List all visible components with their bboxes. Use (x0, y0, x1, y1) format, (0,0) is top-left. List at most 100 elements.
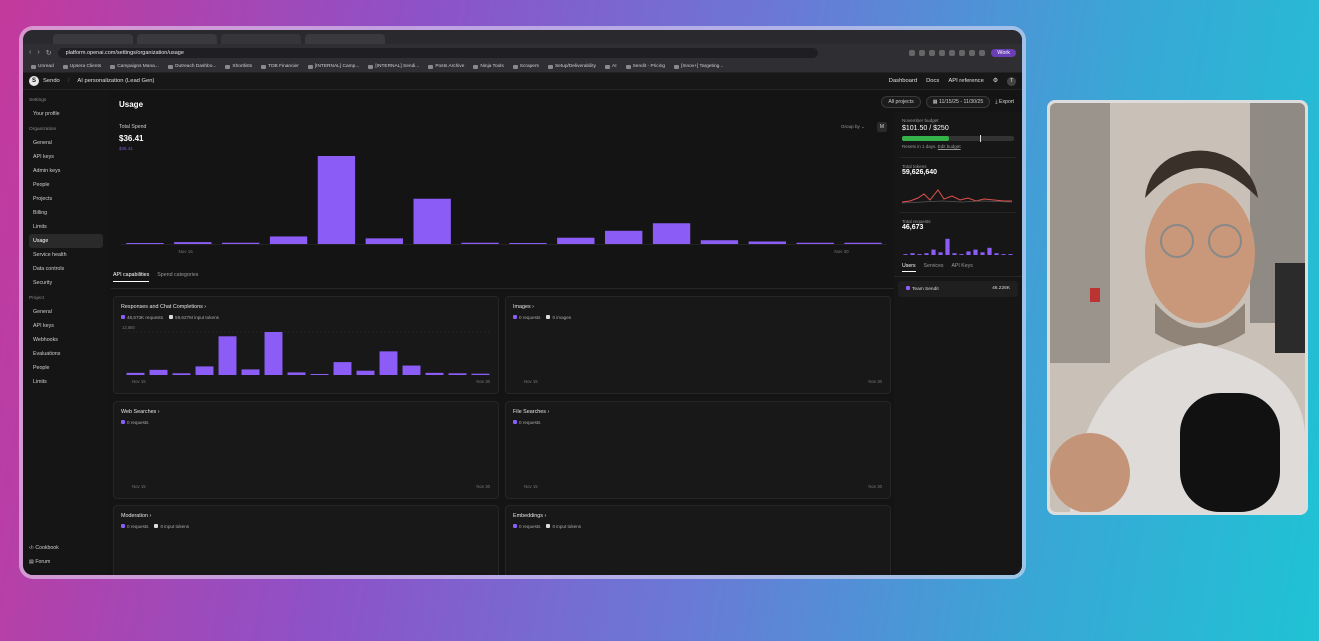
bookmark-item[interactable]: Unread (31, 64, 54, 69)
bookmark-item[interactable]: Setup/Deliverability (547, 64, 596, 69)
sidebar-item-general[interactable]: General (33, 140, 52, 146)
bookmark-item[interactable]: TDB Financier (261, 64, 299, 69)
group-by-toggle[interactable]: M (877, 122, 887, 132)
legend-label: 59,627M input tokens (175, 315, 219, 320)
capability-title-link[interactable]: Moderation › (121, 513, 151, 519)
extension-icon[interactable] (959, 49, 966, 56)
org-switcher[interactable]: Sendo (43, 78, 60, 84)
spend-bar (222, 242, 260, 244)
capability-card: Moderation › 0 requests 0 input tokens (113, 505, 499, 575)
extension-icon[interactable] (909, 49, 916, 56)
browser-tab[interactable] (137, 34, 217, 44)
sidebar-item-project-people[interactable]: People (33, 365, 50, 371)
sidebar-item-admin-keys[interactable]: Admin keys (33, 168, 61, 174)
bookmark-item[interactable]: Shortlists (225, 64, 252, 69)
sidebar-item-billing[interactable]: Billing (33, 210, 48, 216)
capability-title-link[interactable]: Responses and Chat Completions › (121, 304, 206, 310)
bookmark-item[interactable]: AI (605, 64, 617, 69)
bookmark-item[interactable]: Outreach Dashbo... (167, 64, 216, 69)
capability-chart (124, 331, 492, 375)
legend-label: 0 requests (127, 524, 149, 529)
bookmark-item[interactable]: [INTERNAL] Camp... (307, 64, 359, 69)
api-reference-link[interactable]: API reference (948, 78, 984, 84)
sidebar-item-limits[interactable]: Limits (33, 224, 47, 230)
chevron-right-icon: › (545, 409, 550, 415)
tab-services[interactable]: Services (923, 263, 944, 269)
all-projects-button[interactable]: All projects (881, 96, 921, 108)
bookmark-item[interactable]: [INTERNAL] Sendi... (368, 64, 419, 69)
tab-users[interactable]: Users (902, 263, 916, 272)
edit-budget-link[interactable]: Edit budget (937, 144, 961, 149)
extension-icon[interactable] (919, 49, 926, 56)
glasses-left (1160, 224, 1194, 258)
back-icon[interactable]: ‹ (29, 49, 32, 56)
sidebar-item-project-general[interactable]: General (33, 309, 52, 315)
sidebar-item-project-evaluations[interactable]: Evaluations (33, 351, 61, 357)
bookmark-item[interactable]: Sendit - Pricing (625, 64, 666, 69)
browser-tab[interactable] (305, 34, 385, 44)
project-switcher[interactable]: AI personalization (Lead Gen) (77, 78, 155, 84)
bookmark-item[interactable]: Campaigns Mana... (110, 64, 159, 69)
extension-icon[interactable] (979, 49, 986, 56)
bookmark-item[interactable]: Ninja Tools (473, 64, 504, 69)
legend-swatch (513, 315, 517, 319)
sidebar-item-api-keys[interactable]: API keys (33, 154, 54, 160)
extension-icon[interactable] (969, 49, 976, 56)
capability-title-link[interactable]: Web Searches › (121, 409, 160, 415)
bookmark-item[interactable]: Scrapers (512, 64, 539, 69)
date-range-picker[interactable]: ▦ 11/15/25 - 11/30/25 (925, 96, 991, 108)
dashboard-link[interactable]: Dashboard (888, 78, 918, 84)
bookmark-label: TDB Financier (268, 64, 299, 69)
user-row[interactable]: Team Sendit 46.226K (898, 281, 1018, 297)
url-input[interactable]: platform.openai.com/settings/organizatio… (57, 47, 818, 58)
capability-title-link[interactable]: Images › (513, 304, 534, 310)
bookmark-label: [Innov+] Targeting... (681, 64, 724, 69)
docs-link[interactable]: Docs (926, 78, 940, 84)
presenter-image (1050, 103, 1305, 512)
requests-spark-bar (917, 254, 922, 255)
reload-icon[interactable]: ↻ (45, 49, 52, 57)
profile-button[interactable]: Work (991, 48, 1016, 57)
extension-icon[interactable] (949, 49, 956, 56)
capability-title-link[interactable]: Embeddings › (513, 513, 546, 519)
forward-icon[interactable]: › (37, 49, 40, 56)
sidebar-item-data-controls[interactable]: Data controls (33, 266, 65, 272)
browser-tab-active[interactable] (221, 34, 301, 44)
export-label: Export (999, 98, 1014, 105)
tab-api-capabilities[interactable]: API capabilities (113, 272, 150, 282)
capability-title-link[interactable]: File Searches › (513, 409, 549, 415)
export-button[interactable]: ⤓ Export (995, 99, 1014, 106)
avatar[interactable]: T (1007, 76, 1016, 86)
webcam-video (1050, 103, 1305, 512)
bookmark-item[interactable]: Posts Archive (428, 64, 464, 69)
tab-spend-categories[interactable]: Spend categories (157, 272, 199, 278)
forum-link[interactable]: ▤ Forum (29, 555, 59, 569)
sidebar-item-project-limits[interactable]: Limits (33, 379, 47, 385)
extension-icon[interactable] (929, 49, 936, 56)
usage-controls: All projects ▦ 11/15/25 - 11/30/25 ⤓ Exp… (881, 96, 1014, 108)
sidebar-item-usage[interactable]: Usage (29, 234, 103, 248)
sidebar-item-projects[interactable]: Projects (33, 196, 53, 202)
settings-gear-icon[interactable]: ⚙ (992, 78, 998, 84)
extension-icon[interactable] (939, 49, 946, 56)
bookmark-label: Sendit - Pricing (632, 64, 666, 69)
group-by-dropdown[interactable]: Group by ⌄ (840, 124, 865, 129)
sidebar-item-project-api-keys[interactable]: API keys (33, 323, 54, 329)
sidebar-item-people[interactable]: People (33, 182, 50, 188)
glasses-right (1208, 224, 1242, 258)
budget-label: November budget (902, 118, 939, 123)
cookbook-link[interactable]: ‹/› Cookbook (29, 541, 59, 555)
requests-spark-bar (938, 252, 943, 255)
bookmark-item[interactable]: Upsera Clients (62, 64, 101, 69)
bookmark-folder-icon (625, 64, 631, 69)
sidebar-item-security[interactable]: Security (33, 280, 53, 286)
legend-item: 0 requests (513, 315, 540, 320)
capability-title: Responses and Chat Completions (121, 304, 203, 310)
capability-card: Images › 0 requests 0 images Nov 15 Nov 30 (505, 296, 891, 394)
bookmark-item[interactable]: [Innov+] Targeting... (674, 64, 723, 69)
sidebar-item-service-health[interactable]: Service health (33, 252, 67, 258)
sidebar-item-project-webhooks[interactable]: Webhooks (33, 337, 58, 343)
tab-api-keys[interactable]: API Keys (951, 263, 973, 269)
browser-tab[interactable] (53, 34, 133, 44)
sidebar-item-your-profile[interactable]: Your profile (33, 111, 60, 117)
